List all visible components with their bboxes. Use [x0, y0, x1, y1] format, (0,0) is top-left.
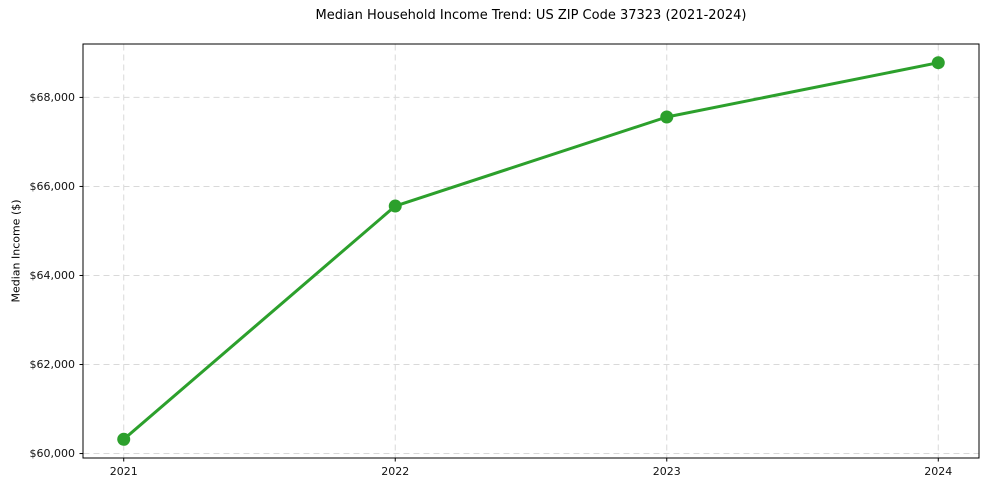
y-tick-label: $68,000 — [30, 91, 76, 104]
data-point-marker — [660, 110, 674, 124]
data-point-marker — [117, 432, 131, 446]
data-point-marker — [931, 56, 945, 70]
x-tick-label: 2024 — [924, 465, 952, 478]
plot-border — [82, 43, 980, 459]
y-tick-label: $60,000 — [30, 447, 76, 460]
y-tick-label: $62,000 — [30, 358, 76, 371]
x-tick-label: 2023 — [653, 465, 681, 478]
trend-line — [122, 61, 940, 441]
chart-title: Median Household Income Trend: US ZIP Co… — [315, 8, 747, 23]
x-tick-label: 2021 — [110, 465, 138, 478]
x-tick-label: 2022 — [381, 465, 409, 478]
y-tick-label: $66,000 — [30, 180, 76, 193]
data-point-marker — [388, 199, 402, 213]
y-tick-label: $64,000 — [30, 269, 76, 282]
